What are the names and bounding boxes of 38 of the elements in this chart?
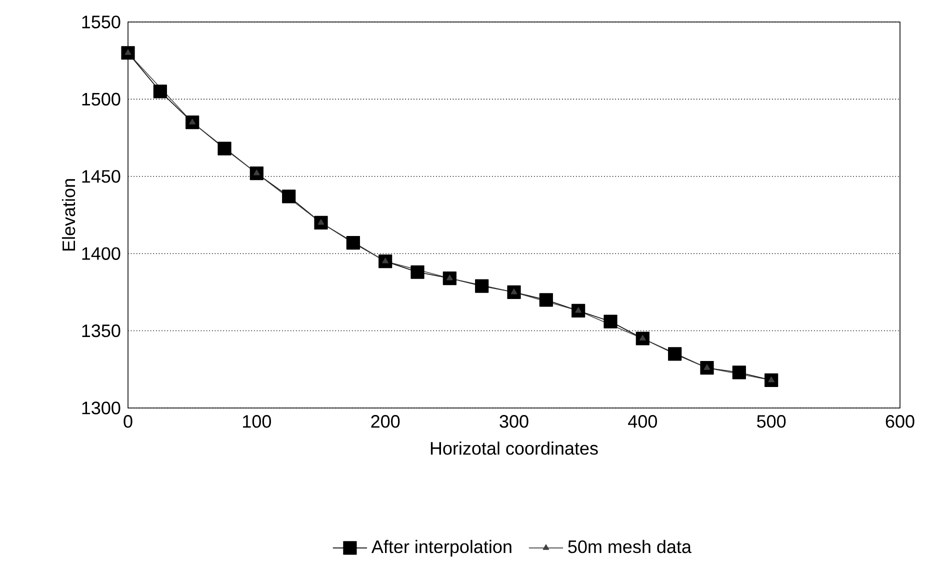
x-tick-label: 0 (124, 415, 132, 428)
point (218, 142, 232, 156)
point (153, 84, 167, 98)
x-axis-title: Horizotal coordinates (430, 442, 598, 455)
y-axis-title: Elevation (62, 179, 76, 251)
x-tick-label: 500 (757, 415, 786, 428)
point (732, 366, 746, 380)
point (640, 334, 646, 341)
point (668, 347, 682, 361)
x-tick-label: 600 (886, 415, 914, 428)
point (346, 236, 360, 250)
legend-label: After interpolation (371, 540, 512, 557)
point (410, 265, 424, 279)
point (768, 376, 774, 382)
x-tick-label: 100 (243, 415, 271, 428)
point (575, 307, 582, 313)
y-tick-label: 1450 (82, 170, 120, 183)
point (704, 364, 710, 370)
point (446, 274, 453, 280)
y-tick-label: 1550 (82, 16, 120, 28)
point (604, 314, 618, 328)
point (282, 190, 296, 204)
point (318, 219, 324, 225)
point (539, 293, 553, 307)
point (254, 170, 260, 176)
x-tick-label: 200 (371, 415, 400, 428)
x-tick-label: 400 (628, 415, 657, 428)
point (475, 279, 489, 293)
y-tick-label: 1400 (82, 247, 120, 260)
point (189, 118, 196, 124)
y-tick-label: 1500 (82, 92, 120, 106)
point (124, 49, 132, 55)
point (510, 288, 518, 294)
x-tick-label: 300 (500, 415, 528, 428)
y-tick-label: 1300 (82, 402, 120, 414)
y-tick-label: 1350 (82, 324, 120, 338)
legend-label: 50m mesh data (568, 540, 692, 554)
point (382, 258, 389, 264)
